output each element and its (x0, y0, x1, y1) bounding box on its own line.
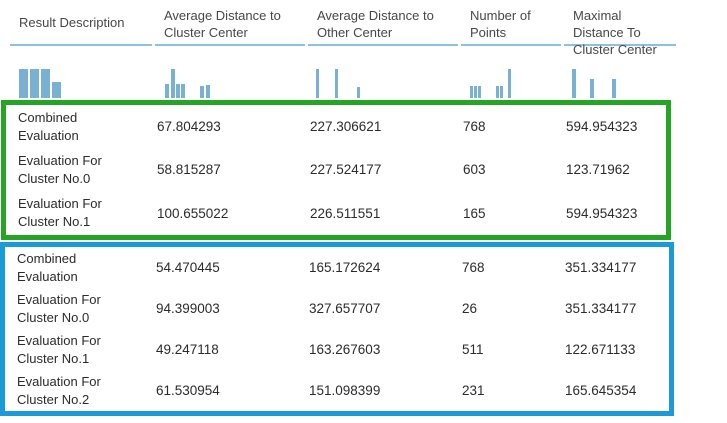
cell-value: 49.247118 (156, 342, 219, 357)
table-row: Evaluation For Cluster No.1 100.655022 226… (6, 192, 666, 235)
column-header-number-of-points[interactable]: Number of Points (461, 0, 561, 46)
histogram-bar (572, 69, 576, 98)
column-header-label: Result Description (19, 15, 125, 30)
histogram-bar (335, 69, 338, 98)
cell-value: 226.511551 (310, 205, 381, 221)
cell-value: 511 (462, 342, 484, 357)
row-label: Combined Evaluation (17, 250, 78, 284)
cell-value: 594.954323 (566, 205, 638, 221)
cell-value: 227.524177 (310, 162, 382, 178)
cell-value: 163.267603 (309, 342, 381, 357)
row-label: Evaluation For Cluster No.1 (17, 332, 101, 366)
cell-value: 327.657707 (309, 301, 381, 316)
cell-value: 100.655022 (157, 205, 229, 221)
column-header-label: Average Distance to Cluster Center (164, 8, 281, 40)
histogram-bar (496, 86, 499, 98)
number-of-points-histogram-icon[interactable] (461, 60, 561, 98)
column-header-avg-distance-to-other-center[interactable]: Average Distance to Other Center (308, 0, 458, 46)
row-label: Evaluation For Cluster No.0 (18, 152, 102, 186)
row-label: Evaluation For Cluster No.1 (18, 196, 102, 230)
cell-value: 58.815287 (157, 162, 221, 178)
histogram-bar (474, 86, 477, 98)
cell-value: 54.470445 (156, 260, 220, 275)
cell-value: 67.804293 (157, 119, 221, 135)
histogram-bar (19, 69, 28, 98)
cell-value: 151.098399 (309, 383, 381, 398)
histogram-bar (478, 86, 481, 98)
column-header-result-description[interactable]: Result Description (10, 0, 152, 46)
cell-value: 603 (463, 162, 486, 178)
histogram-bar (508, 69, 511, 98)
cell-value: 351.334177 (565, 260, 637, 275)
cell-value: 594.954323 (566, 119, 638, 135)
histogram-bar (206, 85, 210, 98)
histogram-bar (165, 84, 169, 98)
cell-value: 26 (462, 301, 478, 316)
histogram-bar (181, 84, 185, 98)
histogram-bar (357, 87, 360, 98)
cell-value: 165.172624 (309, 260, 381, 275)
histogram-bar (470, 86, 473, 98)
row-label: Evaluation For Cluster No.0 (17, 291, 101, 325)
column-sparkline-row (10, 60, 676, 98)
table-row: Evaluation For Cluster No.0 58.815287 227.… (6, 148, 666, 191)
avg-distance-to-cluster-center-histogram-icon[interactable] (155, 60, 305, 98)
row-label: Evaluation For Cluster No.2 (17, 373, 101, 407)
cell-value: 231 (462, 383, 485, 398)
cell-value: 122.671133 (565, 342, 636, 357)
histogram-bar (41, 69, 50, 98)
blue-annotation-box: Combined Evaluation 54.470445 165.172624 76… (0, 242, 674, 416)
cell-value: 94.399003 (156, 301, 220, 316)
cell-value: 165.645354 (565, 383, 637, 398)
table-row: Evaluation For Cluster No.2 61.530954 151.… (5, 370, 669, 411)
column-header-maximal-distance-to-cluster-center[interactable]: Maximal Distance To Cluster Center (564, 0, 676, 57)
cell-value: 351.334177 (565, 301, 637, 316)
table-row: Evaluation For Cluster No.0 94.399003 327.… (5, 288, 669, 329)
histogram-bar (590, 79, 594, 98)
histogram-bar (316, 69, 319, 98)
cell-value: 61.530954 (156, 383, 220, 398)
histogram-bar (176, 84, 180, 98)
histogram-bar (612, 79, 616, 98)
table-row: Combined Evaluation 67.804293 227.306621 76… (6, 105, 666, 148)
cell-value: 768 (462, 260, 485, 275)
column-header-label: Number of Points (470, 8, 531, 40)
histogram-bar (52, 82, 61, 98)
table-row: Evaluation For Cluster No.1 49.247118 163.… (5, 329, 669, 370)
cell-value: 165 (463, 205, 486, 221)
column-header-label: Maximal Distance To Cluster Center (573, 8, 657, 57)
column-header-avg-distance-to-cluster-center[interactable]: Average Distance to Cluster Center (155, 0, 305, 46)
maximal-distance-to-cluster-center-histogram-icon[interactable] (564, 60, 676, 98)
cell-value: 768 (463, 119, 486, 135)
green-annotation-box: Combined Evaluation 67.804293 227.306621 76… (1, 100, 671, 240)
row-label: Combined Evaluation (18, 109, 79, 143)
column-header-label: Average Distance to Other Center (317, 8, 434, 40)
histogram-bar (171, 69, 175, 98)
histogram-bar (200, 86, 204, 98)
cell-value: 227.306621 (310, 119, 382, 135)
table-row: Combined Evaluation 54.470445 165.172624 76… (5, 247, 669, 288)
result-description-histogram-icon[interactable] (10, 60, 152, 98)
histogram-bar (30, 69, 39, 98)
histogram-bar (500, 86, 503, 98)
cell-value: 123.71962 (566, 162, 630, 178)
avg-distance-to-other-center-histogram-icon[interactable] (308, 60, 458, 98)
table-header-row: Result Description Average Distance to C… (10, 0, 676, 57)
